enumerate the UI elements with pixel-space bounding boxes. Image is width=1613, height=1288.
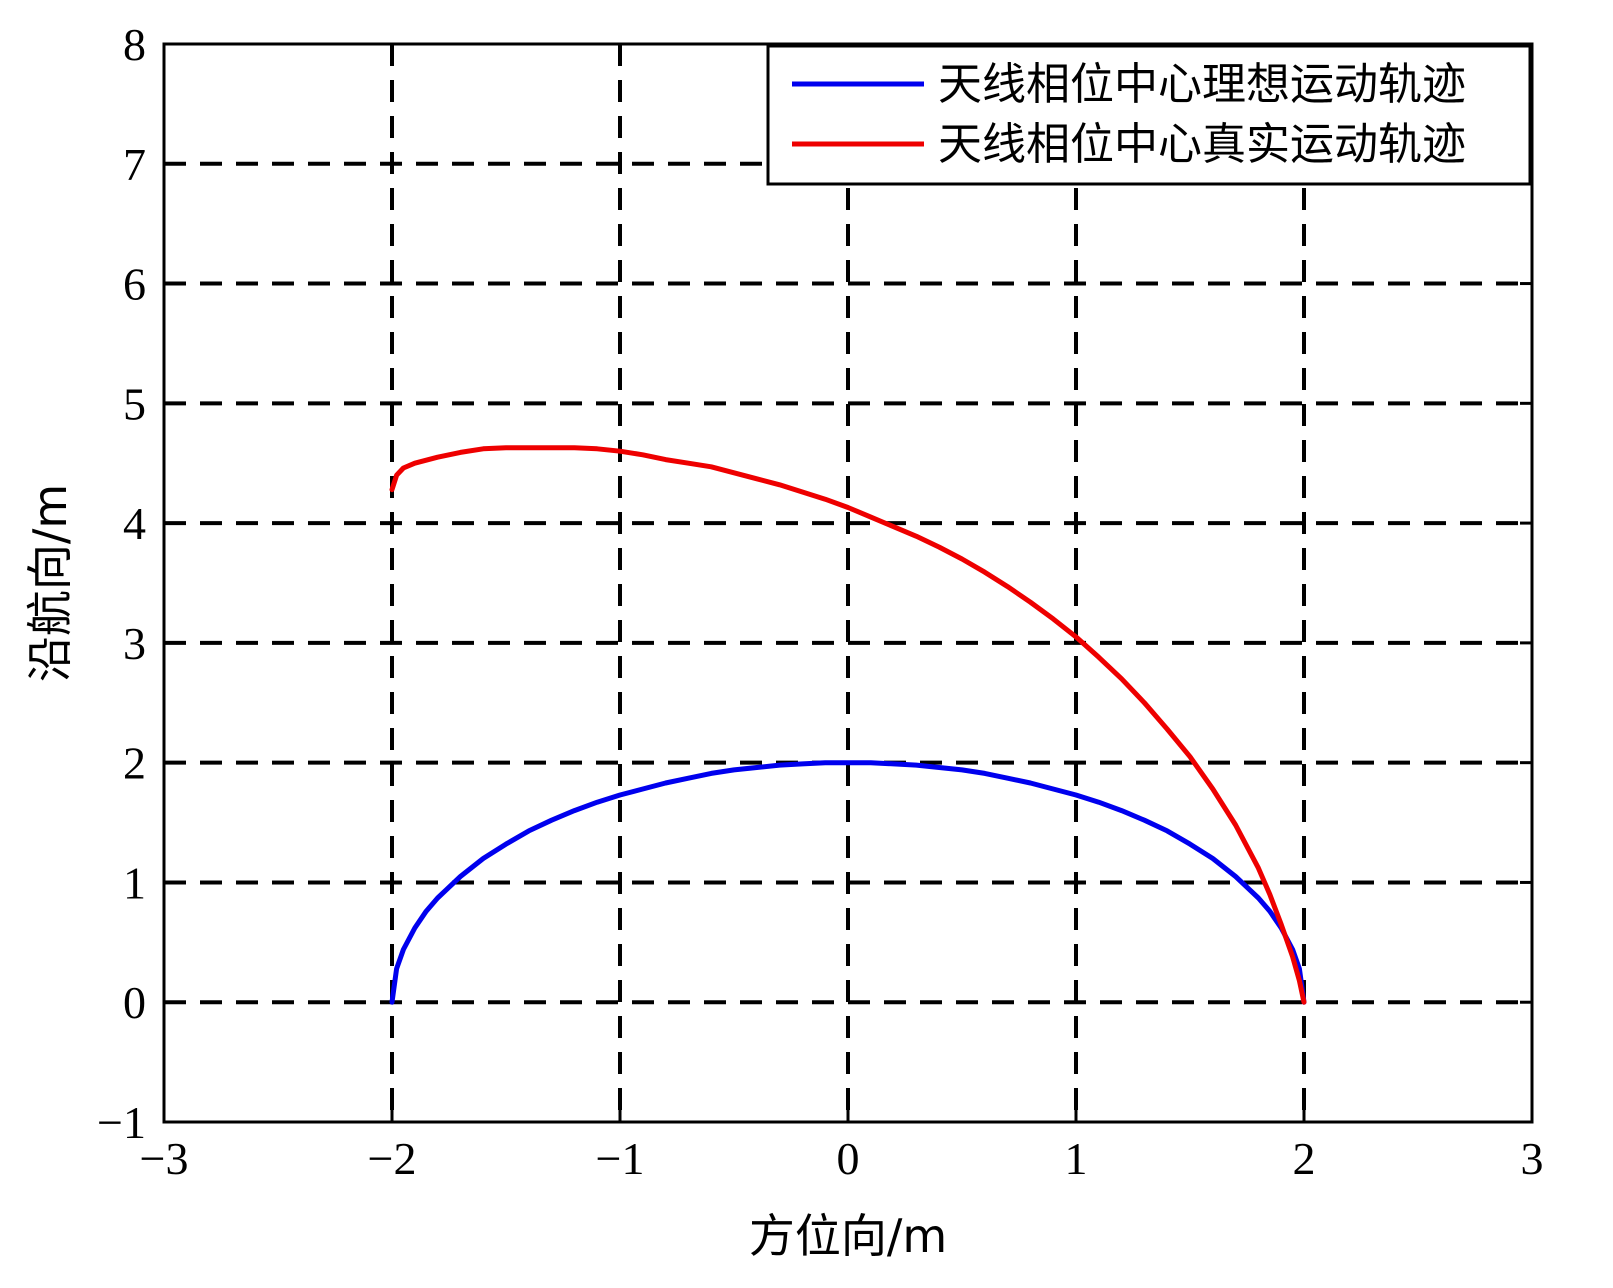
legend-box [766,44,1532,186]
x-tick-label: 3 [1521,1133,1544,1184]
x-tick-label: 0 [837,1133,860,1184]
x-tick-label: −1 [596,1133,645,1184]
y-tick-label: 5 [123,378,146,429]
series-line-1 [389,445,1307,1005]
y-axis-label: 沿航向/m [23,484,77,682]
y-tick-label: 2 [123,738,146,789]
x-tick-label: 2 [1293,1133,1316,1184]
y-tick-label: 6 [123,259,146,310]
x-axis-label: 方位向/m [749,1209,947,1263]
legend-label-ideal: 天线相位中心理想运动轨迹 [938,59,1466,110]
y-tick-labels: −1 0 1 2 3 4 5 6 7 8 [97,19,146,1148]
x-tick-labels: −3 −2 −1 0 1 2 3 [140,1133,1544,1184]
legend-label-real: 天线相位中心真实运动轨迹 [938,119,1466,170]
y-tick-label: −1 [97,1097,146,1148]
y-tick-label: 0 [123,977,146,1028]
y-tick-label: 8 [123,19,146,70]
x-tick-label: 1 [1065,1133,1088,1184]
y-tick-label: 7 [123,139,146,190]
x-tick-label: −2 [368,1133,417,1184]
legend: 天线相位中心理想运动轨迹 天线相位中心真实运动轨迹 [766,44,1532,186]
y-tick-label: 4 [123,498,146,549]
series-lines [389,445,1307,1005]
y-tick-label: 3 [123,618,146,669]
y-tick-label: 1 [123,857,146,908]
grid-lines [164,44,1532,1122]
series-line-0 [389,760,1307,1005]
x-tick-label: −3 [140,1133,189,1184]
axis-ticks [162,42,1534,1124]
